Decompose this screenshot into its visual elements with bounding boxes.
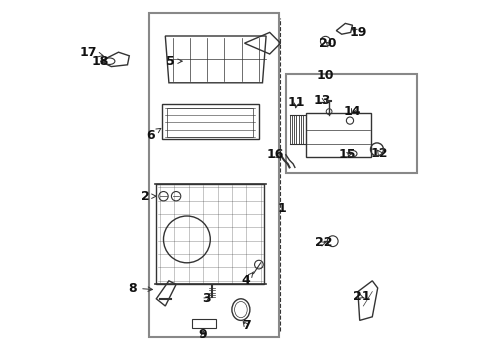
Text: 1: 1 — [277, 202, 286, 215]
Text: 3: 3 — [202, 292, 211, 305]
Bar — [162, 104, 258, 139]
Text: 6: 6 — [146, 129, 161, 141]
Text: 13: 13 — [313, 94, 330, 107]
Text: 8: 8 — [128, 282, 152, 294]
Bar — [285, 74, 416, 173]
Text: 4: 4 — [242, 272, 253, 287]
Text: 19: 19 — [348, 26, 366, 39]
Bar — [156, 184, 264, 284]
Text: 12: 12 — [370, 147, 387, 159]
Text: 14: 14 — [343, 105, 361, 118]
Text: 20: 20 — [318, 37, 335, 50]
Text: 11: 11 — [287, 96, 305, 109]
Text: 7: 7 — [242, 319, 250, 332]
Text: 10: 10 — [316, 69, 334, 82]
Text: 22: 22 — [314, 237, 332, 249]
Text: 21: 21 — [352, 291, 369, 303]
Text: 9: 9 — [199, 328, 207, 341]
Bar — [305, 113, 370, 157]
Text: 16: 16 — [266, 148, 283, 161]
Text: 18: 18 — [92, 55, 109, 68]
Text: 17: 17 — [79, 46, 103, 59]
Text: 5: 5 — [166, 55, 182, 68]
Bar — [149, 13, 278, 337]
Text: 2: 2 — [141, 190, 156, 203]
Text: 15: 15 — [338, 148, 355, 161]
